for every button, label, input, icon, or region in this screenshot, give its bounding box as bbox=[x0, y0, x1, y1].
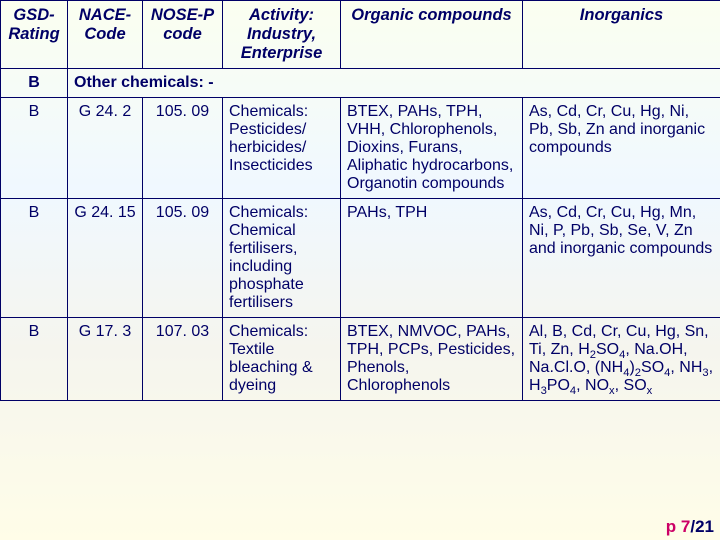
cell-nace: G 17. 3 bbox=[68, 318, 143, 401]
cell-gsd: B bbox=[1, 199, 68, 318]
page-total: 21 bbox=[695, 517, 714, 536]
col-activity: Activity: Industry, Enterprise bbox=[223, 1, 341, 69]
header-row: GSD-Rating NACE-Code NOSE-P code Activit… bbox=[1, 1, 720, 69]
col-nose: NOSE-P code bbox=[143, 1, 223, 69]
table-row: B G 24. 15 105. 09 Chemicals: Chemical f… bbox=[1, 199, 720, 318]
cell-activity: Chemicals: Textile bleaching & dyeing bbox=[223, 318, 341, 401]
cell-gsd: B bbox=[1, 98, 68, 199]
cell-organic: PAHs, TPH bbox=[341, 199, 523, 318]
cell-organic: BTEX, NMVOC, PAHs, TPH, PCPs, Pesticides… bbox=[341, 318, 523, 401]
col-inorganic: Inorganics bbox=[523, 1, 720, 69]
page-number: p 7/21 bbox=[666, 517, 714, 537]
page-current: 7 bbox=[681, 517, 690, 536]
cell-nace: G 24. 2 bbox=[68, 98, 143, 199]
cell-activity: Chemicals: Chemical fertilisers, includi… bbox=[223, 199, 341, 318]
col-organic: Organic compounds bbox=[341, 1, 523, 69]
cell-inorganic: As, Cd, Cr, Cu, Hg, Ni, Pb, Sb, Zn and i… bbox=[523, 98, 720, 199]
cell-inorganic: Al, B, Cd, Cr, Cu, Hg, Sn, Ti, Zn, H2SO4… bbox=[523, 318, 720, 401]
cell-nose: 107. 03 bbox=[143, 318, 223, 401]
cell-nose: 105. 09 bbox=[143, 98, 223, 199]
cell-nace: G 24. 15 bbox=[68, 199, 143, 318]
section-row: B Other chemicals: - bbox=[1, 69, 720, 98]
section-gsd: B bbox=[1, 69, 68, 98]
cell-inorganic: As, Cd, Cr, Cu, Hg, Mn, Ni, P, Pb, Sb, S… bbox=[523, 199, 720, 318]
cell-activity: Chemicals: Pesticides/ herbicides/ Insec… bbox=[223, 98, 341, 199]
cell-nose: 105. 09 bbox=[143, 199, 223, 318]
page-prefix: p bbox=[666, 517, 681, 536]
table-row: B G 17. 3 107. 03 Chemicals: Textile ble… bbox=[1, 318, 720, 401]
cell-gsd: B bbox=[1, 318, 68, 401]
col-nace: NACE-Code bbox=[68, 1, 143, 69]
chemicals-table: GSD-Rating NACE-Code NOSE-P code Activit… bbox=[0, 0, 720, 401]
cell-organic: BTEX, PAHs, TPH, VHH, Chlorophenols, Dio… bbox=[341, 98, 523, 199]
table-row: B G 24. 2 105. 09 Chemicals: Pesticides/… bbox=[1, 98, 720, 199]
section-label: Other chemicals: - bbox=[68, 69, 720, 98]
col-gsd: GSD-Rating bbox=[1, 1, 68, 69]
